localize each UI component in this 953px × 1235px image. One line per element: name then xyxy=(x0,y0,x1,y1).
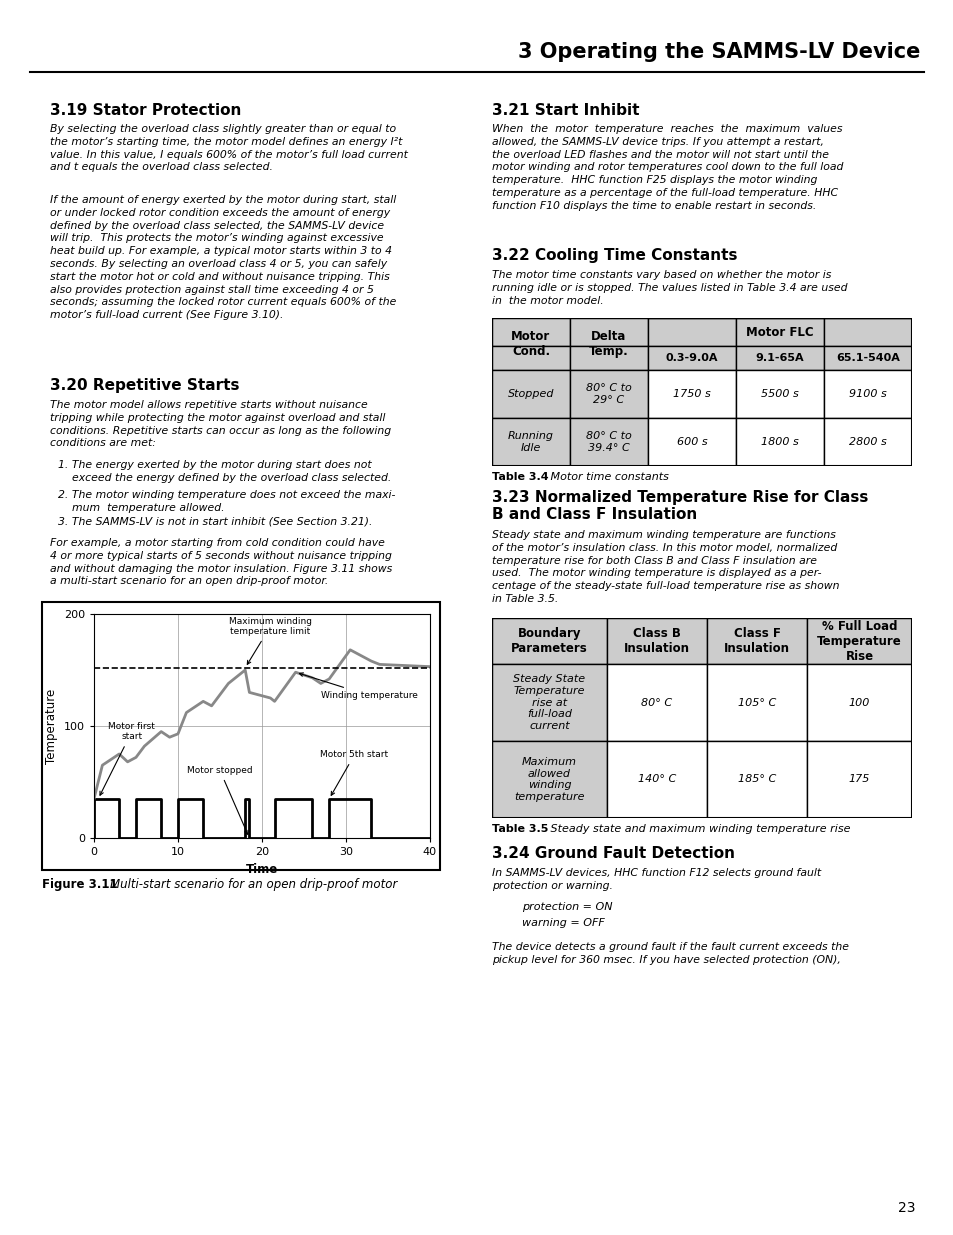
Text: Motor time constants: Motor time constants xyxy=(546,472,668,482)
Text: warning = OFF: warning = OFF xyxy=(521,918,604,927)
Text: % Full Load
Temperature
Rise: % Full Load Temperature Rise xyxy=(817,620,901,662)
Bar xyxy=(823,317,911,346)
Text: Motor FLC: Motor FLC xyxy=(745,326,813,338)
Bar xyxy=(823,346,911,370)
Bar xyxy=(735,346,823,370)
Text: Winding temperature: Winding temperature xyxy=(299,673,417,700)
Bar xyxy=(706,664,806,741)
Text: 3.21 Start Inhibit: 3.21 Start Inhibit xyxy=(492,103,639,119)
Text: By selecting the overload class slightly greater than or equal to
the motor’s st: By selecting the overload class slightly… xyxy=(50,124,408,173)
Text: The motor model allows repetitive starts without nuisance
tripping while protect: The motor model allows repetitive starts… xyxy=(50,400,391,448)
Text: Class F
Insulation: Class F Insulation xyxy=(723,627,789,655)
Bar xyxy=(735,370,823,417)
Text: 80° C to
39.4° C: 80° C to 39.4° C xyxy=(585,431,631,453)
Text: 100: 100 xyxy=(848,698,869,708)
Text: Delta
Temp.: Delta Temp. xyxy=(589,330,628,358)
Text: Table 3.5: Table 3.5 xyxy=(492,824,548,834)
Text: 3.20 Repetitive Starts: 3.20 Repetitive Starts xyxy=(50,378,239,393)
Bar xyxy=(806,664,911,741)
Text: For example, a motor starting from cold condition could have
4 or more typical s: For example, a motor starting from cold … xyxy=(50,538,392,587)
Bar xyxy=(606,664,706,741)
Text: Steady state and maximum winding temperature are functions
of the motor’s insula: Steady state and maximum winding tempera… xyxy=(492,530,839,604)
Bar xyxy=(42,601,439,869)
Text: 80° C: 80° C xyxy=(640,698,672,708)
Bar xyxy=(647,317,735,346)
Text: 1. The energy exerted by the motor during start does not
    exceed the energy d: 1. The energy exerted by the motor durin… xyxy=(58,459,391,483)
Bar xyxy=(492,417,569,466)
Y-axis label: Temperature: Temperature xyxy=(45,688,58,763)
Text: 9100 s: 9100 s xyxy=(848,389,886,399)
Text: Steady State
Temperature
rise at
full-load
current: Steady State Temperature rise at full-lo… xyxy=(513,674,585,731)
Text: 3.22 Cooling Time Constants: 3.22 Cooling Time Constants xyxy=(492,248,737,263)
Text: 23: 23 xyxy=(898,1200,915,1215)
Text: Figure 3.11: Figure 3.11 xyxy=(42,878,117,890)
Bar xyxy=(806,618,911,664)
Text: Boundary
Parameters: Boundary Parameters xyxy=(511,627,587,655)
Text: Multi-start scenario for an open drip-proof motor: Multi-start scenario for an open drip-pr… xyxy=(110,878,397,890)
Bar xyxy=(569,370,647,417)
Text: 175: 175 xyxy=(848,774,869,784)
Text: 185° C: 185° C xyxy=(737,774,776,784)
Text: Motor 5th start: Motor 5th start xyxy=(320,751,388,795)
Text: Motor stopped: Motor stopped xyxy=(187,766,253,835)
Text: 1750 s: 1750 s xyxy=(673,389,710,399)
Text: 140° C: 140° C xyxy=(638,774,676,784)
Bar xyxy=(823,370,911,417)
Text: 3.23 Normalized Temperature Rise for Class
B and Class F Insulation: 3.23 Normalized Temperature Rise for Cla… xyxy=(492,490,867,522)
Text: When  the  motor  temperature  reaches  the  maximum  values
allowed, the SAMMS-: When the motor temperature reaches the m… xyxy=(492,124,842,211)
Text: 9.1-65A: 9.1-65A xyxy=(755,353,803,363)
Text: 80° C to
29° C: 80° C to 29° C xyxy=(585,383,631,405)
Text: 5500 s: 5500 s xyxy=(760,389,798,399)
Text: 600 s: 600 s xyxy=(676,437,706,447)
Text: 65.1-540A: 65.1-540A xyxy=(835,353,899,363)
Bar xyxy=(569,346,647,370)
Text: protection = ON: protection = ON xyxy=(521,902,612,911)
Text: Running
Idle: Running Idle xyxy=(507,431,554,453)
Text: Stopped: Stopped xyxy=(507,389,554,399)
Bar xyxy=(735,417,823,466)
Bar xyxy=(706,618,806,664)
Bar xyxy=(647,370,735,417)
Bar xyxy=(606,618,706,664)
Text: Motor first
start: Motor first start xyxy=(100,722,155,795)
Bar xyxy=(806,741,911,818)
Bar xyxy=(706,741,806,818)
Bar xyxy=(735,317,823,346)
Text: Motor
Cond.: Motor Cond. xyxy=(511,330,550,358)
Bar xyxy=(492,346,569,370)
Text: 1800 s: 1800 s xyxy=(760,437,798,447)
Bar xyxy=(823,417,911,466)
Text: The device detects a ground fault if the fault current exceeds the
pickup level : The device detects a ground fault if the… xyxy=(492,942,848,965)
Text: 3. The SAMMS-LV is not in start inhibit (See Section 3.21).: 3. The SAMMS-LV is not in start inhibit … xyxy=(58,516,372,526)
Text: 3.24 Ground Fault Detection: 3.24 Ground Fault Detection xyxy=(492,846,734,861)
Bar xyxy=(647,417,735,466)
Bar xyxy=(492,664,606,741)
Text: In SAMMS-LV devices, HHC function F12 selects ground fault
protection or warning: In SAMMS-LV devices, HHC function F12 se… xyxy=(492,868,821,890)
Text: Maximum
allowed
winding
temperature: Maximum allowed winding temperature xyxy=(514,757,584,802)
Text: Table 3.4: Table 3.4 xyxy=(492,472,548,482)
Text: Class B
Insulation: Class B Insulation xyxy=(623,627,689,655)
Text: Steady state and maximum winding temperature rise: Steady state and maximum winding tempera… xyxy=(546,824,850,834)
Text: 3.19 Stator Protection: 3.19 Stator Protection xyxy=(50,103,241,119)
Bar xyxy=(492,317,569,346)
X-axis label: Time: Time xyxy=(246,862,278,876)
Text: Maximum winding
temperature limit: Maximum winding temperature limit xyxy=(229,616,312,664)
Text: If the amount of energy exerted by the motor during start, stall
or under locked: If the amount of energy exerted by the m… xyxy=(50,195,395,320)
Bar xyxy=(606,741,706,818)
Text: 105° C: 105° C xyxy=(737,698,776,708)
Bar xyxy=(569,417,647,466)
Text: 2800 s: 2800 s xyxy=(848,437,886,447)
Text: 3 Operating the SAMMS-LV Device: 3 Operating the SAMMS-LV Device xyxy=(517,42,919,62)
Text: 2. The motor winding temperature does not exceed the maxi-
    mum  temperature : 2. The motor winding temperature does no… xyxy=(58,490,395,513)
Text: 0.3-9.0A: 0.3-9.0A xyxy=(665,353,718,363)
Bar xyxy=(569,317,647,346)
Bar xyxy=(492,618,606,664)
Bar xyxy=(647,346,735,370)
Bar xyxy=(492,370,569,417)
Bar xyxy=(492,741,606,818)
Text: The motor time constants vary based on whether the motor is
running idle or is s: The motor time constants vary based on w… xyxy=(492,270,846,305)
